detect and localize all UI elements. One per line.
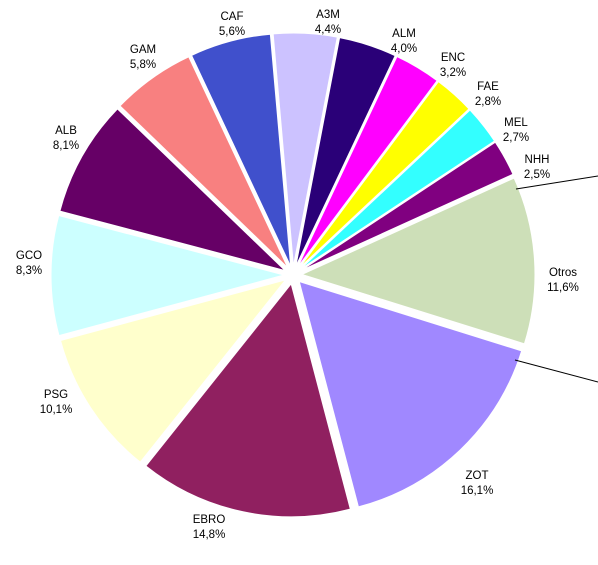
pie-slices <box>50 32 536 518</box>
slice-value-psg: 10,1% <box>40 404 73 416</box>
slice-label-psg: PSG <box>44 389 68 401</box>
slice-value-enc: 3,2% <box>440 67 466 79</box>
pie-slice-zot <box>298 280 523 508</box>
slice-label-caf: CAF <box>221 11 244 23</box>
slice-label-alb: ALB <box>55 125 77 137</box>
pie-slice-fae <box>298 80 470 269</box>
slice-label-enc: ENC <box>441 52 465 64</box>
slice-label-alm: ALM <box>392 28 416 40</box>
pie-slice-ebro <box>145 282 351 518</box>
slice-value-nhh: 2,5% <box>524 169 550 181</box>
slice-value-caf: 5,6% <box>219 26 245 38</box>
slice-value-alb: 8,1% <box>53 140 79 152</box>
slice-value-gco: 8,3% <box>16 265 42 277</box>
slice-label-gam: GAM <box>130 44 156 56</box>
pie-slice-alb <box>59 108 287 272</box>
slice-value-alm: 4,0% <box>391 43 417 55</box>
leader-line-otros <box>514 359 598 383</box>
slice-label-fae: FAE <box>477 81 499 93</box>
slice-value-mel: 2,7% <box>503 132 529 144</box>
slice-label-mel: MEL <box>504 117 528 129</box>
slice-value-fae: 2,8% <box>475 96 501 108</box>
slice-value-zot: 16,1% <box>461 485 494 497</box>
slice-labels: A3M 4,4% ALM 4,0% ENC 3,2% FAE 2,8%MEL 2,7% NHH 2,… <box>16 9 579 541</box>
slice-value-ebro: 14,8% <box>193 529 226 541</box>
pie-slice-a3m <box>272 32 338 267</box>
pie-slice-alm <box>295 37 396 267</box>
pie-slice-gam <box>119 56 289 269</box>
pie-slice-caf <box>190 33 292 267</box>
pie-slice-psg <box>59 279 287 463</box>
leader-lines <box>514 175 598 383</box>
slice-value-otros: 11,6% <box>547 282 579 294</box>
slice-label-a3m: A3M <box>316 9 340 21</box>
pie-slice-enc <box>297 55 438 268</box>
slice-label-ebro: EBRO <box>193 514 226 526</box>
slice-label-otros: Otros <box>549 267 577 279</box>
pie-slice-otros <box>300 177 536 345</box>
slice-label-zot: ZOT <box>466 470 489 482</box>
pie-slice-gco <box>50 214 286 337</box>
pie-slice-mel <box>299 109 496 270</box>
slice-label-gco: GCO <box>16 250 42 262</box>
slice-value-gam: 5,8% <box>130 59 156 71</box>
leader-line-nhh <box>515 175 598 190</box>
pie-slice-nhh <box>300 141 514 272</box>
slice-value-a3m: 4,4% <box>315 24 341 36</box>
slice-label-nhh: NHH <box>525 154 550 166</box>
